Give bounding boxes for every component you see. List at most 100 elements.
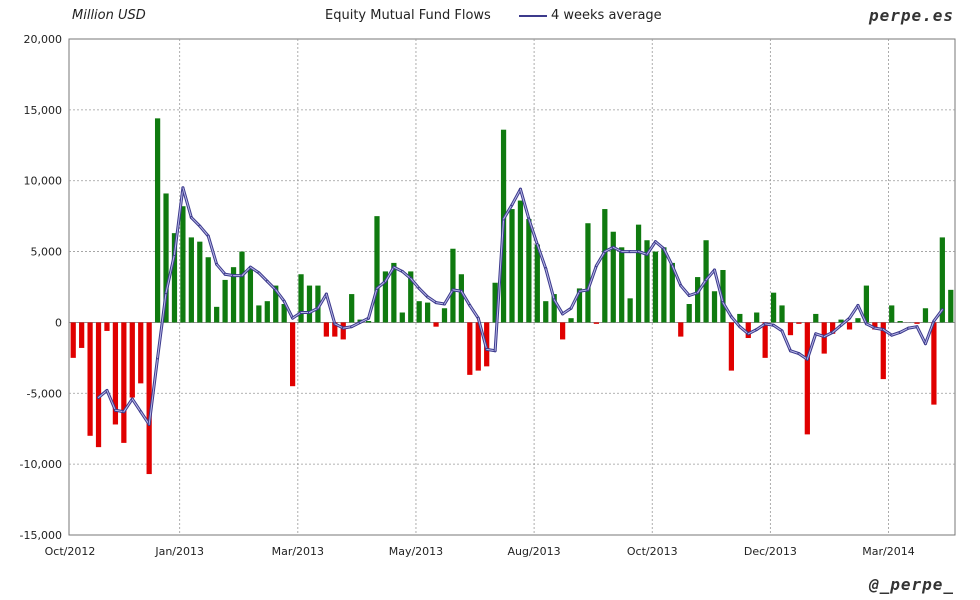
- inflow-bar: [838, 319, 844, 323]
- inflow-bar: [281, 304, 287, 323]
- y-unit-label: Million USD: [72, 8, 146, 23]
- x-tick-label: Oct/2013: [627, 545, 678, 558]
- average-line-highlight: [207, 235, 218, 265]
- outflow-bar: [79, 322, 85, 348]
- average-line-highlight: [503, 204, 513, 220]
- average-line-highlight: [680, 285, 690, 297]
- average-line-highlight: [165, 253, 175, 294]
- inflow-bar: [568, 318, 574, 323]
- average-line-highlight: [393, 266, 403, 272]
- outflow-bar: [880, 322, 886, 380]
- average-line-highlight: [798, 353, 808, 360]
- inflow-bar: [163, 193, 169, 323]
- inflow-bar: [948, 289, 954, 323]
- average-line-highlight: [410, 277, 420, 289]
- inflow-bar: [197, 241, 203, 323]
- average-line-highlight: [604, 246, 614, 253]
- inflow-bar: [669, 262, 675, 323]
- average-line-highlight: [427, 296, 437, 304]
- average-line-highlight: [249, 266, 260, 274]
- inflow-bar: [306, 285, 313, 323]
- outflow-bar: [787, 322, 794, 336]
- average-line-highlight: [663, 248, 673, 267]
- outflow-bar: [146, 322, 152, 475]
- average-line-highlight: [173, 187, 184, 255]
- y-tick-label: 15,000: [24, 104, 63, 117]
- inflow-bar: [458, 274, 464, 323]
- chart-title: Equity Mutual Fund Flows: [325, 8, 491, 23]
- average-line-highlight: [646, 241, 656, 255]
- plot-frame: [68, 38, 956, 536]
- handle-watermark: @_perpe_: [868, 575, 954, 594]
- inflow-bar: [416, 301, 422, 323]
- average-line-highlight: [334, 323, 344, 329]
- x-tick-label: Dec/2013: [744, 545, 797, 558]
- inflow-bar: [205, 257, 211, 323]
- outflow-bar: [433, 322, 439, 327]
- average-line-highlight: [562, 307, 572, 315]
- outflow-bar: [289, 322, 296, 387]
- inflow-bar: [737, 313, 743, 323]
- inflow-bar: [230, 267, 237, 323]
- outflow-bar: [830, 322, 836, 334]
- inflow-bar: [188, 237, 194, 323]
- inflow-bar: [517, 200, 524, 323]
- average-line-highlight: [781, 330, 791, 352]
- inflow-bar: [644, 240, 650, 323]
- inflow-bar: [695, 277, 701, 323]
- average-line-highlight: [705, 269, 716, 281]
- average-line-highlight: [131, 398, 142, 413]
- average-line-highlight: [722, 302, 732, 318]
- x-tick-label: May/2013: [389, 545, 443, 558]
- outflow-bar: [95, 322, 102, 448]
- inflow-bar: [441, 308, 448, 323]
- average-line-highlight: [865, 323, 876, 329]
- average-line-highlight: [773, 324, 783, 332]
- inflow-bar: [627, 298, 633, 323]
- inflow-bar: [509, 209, 515, 323]
- average-line-highlight: [140, 411, 150, 425]
- outflow-bar: [104, 322, 110, 331]
- average-line-highlight: [266, 280, 277, 291]
- outflow-bar: [560, 322, 566, 340]
- outflow-bar: [593, 322, 599, 324]
- average-line-highlight: [123, 398, 133, 413]
- average-line-highlight: [857, 304, 867, 325]
- average-line-highlight: [275, 289, 285, 302]
- outflow-bar: [728, 322, 735, 371]
- average-line-highlight: [258, 272, 268, 282]
- average-line-highlight: [418, 287, 429, 298]
- inflow-bar: [863, 285, 870, 323]
- average-line-highlight: [612, 246, 623, 253]
- inflow-bar: [779, 305, 785, 323]
- outflow-bar: [340, 322, 346, 340]
- inflow-bar: [298, 274, 304, 323]
- average-line-highlight: [739, 326, 749, 335]
- average-line-highlight: [190, 217, 201, 227]
- average-line-highlight: [916, 326, 926, 345]
- y-tick-label: 10,000: [24, 175, 63, 188]
- inflow-bar: [349, 294, 355, 323]
- average-line-highlight: [477, 317, 488, 350]
- average-line-highlight: [730, 316, 741, 328]
- outflow-bar: [138, 322, 144, 384]
- outflow-bar: [475, 322, 481, 371]
- average-line-highlight: [823, 331, 834, 338]
- inflow-bar: [652, 251, 659, 323]
- inflow-bar: [754, 312, 760, 323]
- inflow-bar: [661, 247, 667, 323]
- average-line-highlight: [528, 218, 538, 245]
- outflow-bar: [121, 322, 127, 443]
- average-line-highlight: [832, 324, 842, 333]
- outflow-bar: [129, 322, 135, 398]
- inflow-bar: [720, 269, 726, 323]
- average-line-highlight: [308, 307, 319, 314]
- y-tick-label: -15,000: [20, 529, 62, 542]
- average-line-highlight: [376, 280, 386, 289]
- average-line-highlight: [882, 329, 893, 336]
- outflow-bar: [846, 322, 853, 330]
- outflow-bar: [762, 322, 768, 358]
- average-line-highlight: [292, 312, 302, 319]
- outflow-bar: [931, 322, 937, 405]
